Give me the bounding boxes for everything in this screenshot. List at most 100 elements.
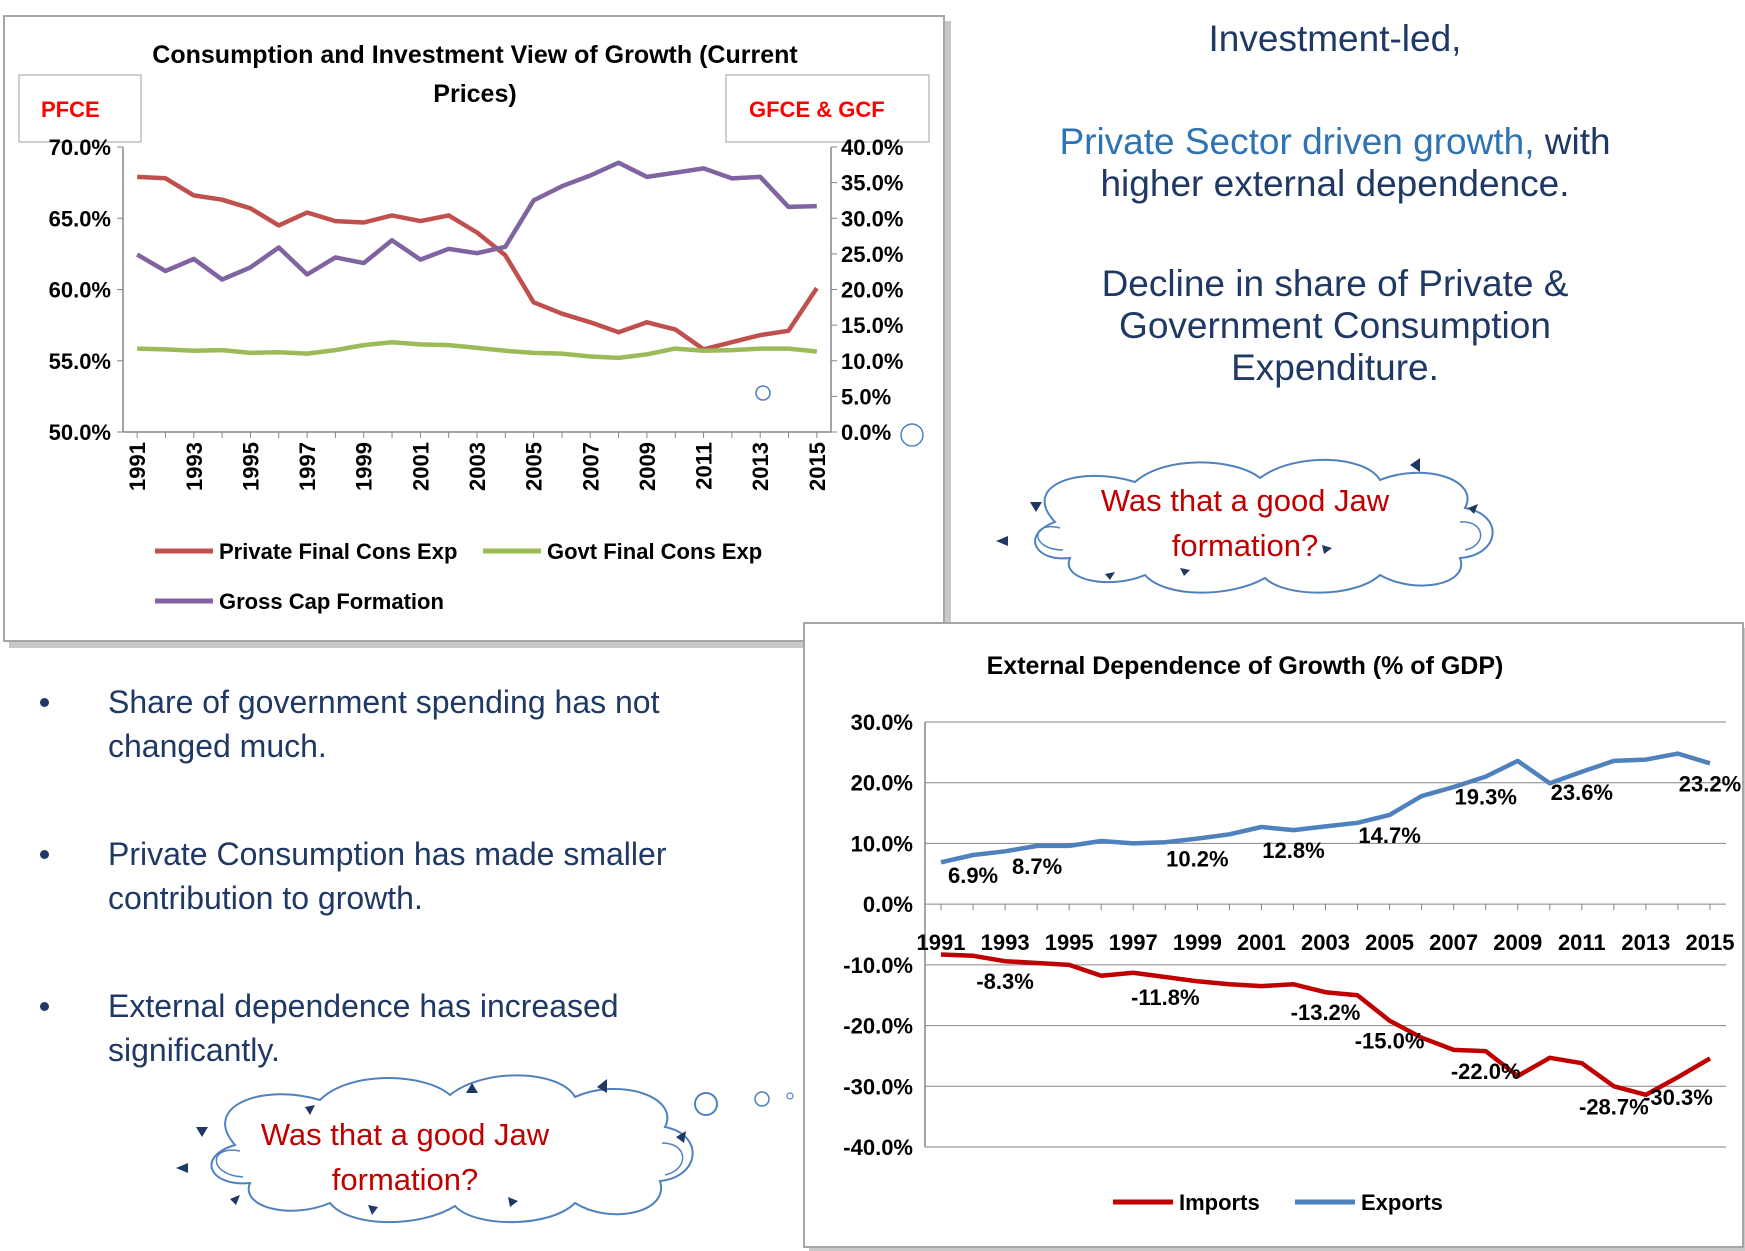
bullet-line: External dependence has increased [108, 988, 619, 1024]
y-tick-label: -30.0% [843, 1074, 913, 1099]
chart1-title-line1: Consumption and Investment View of Growt… [152, 41, 798, 69]
data-label: -22.0% [1451, 1059, 1521, 1084]
y-tick-label: -10.0% [843, 953, 913, 978]
left-y-tick-label: 70.0% [49, 135, 111, 160]
headline-private-sector: Private Sector driven growth, with [930, 121, 1740, 163]
legend-label: Exports [1361, 1190, 1443, 1215]
thought-cloud-top-line2: formation? [1171, 528, 1319, 563]
x-tick-label: 1993 [182, 442, 207, 491]
gfce-gcf-tag-box [725, 74, 930, 143]
bullet-line: Share of government spending has not [108, 684, 660, 720]
x-tick-label: 2003 [465, 442, 490, 491]
x-tick-label: 1999 [352, 442, 377, 491]
bullet-item: Share of government spending has not chan… [40, 680, 760, 768]
thought-cloud-top [996, 458, 1494, 594]
external-dependence-chart-panel: External Dependence of Growth (% of GDP)… [803, 622, 1744, 1248]
x-tick-label: 2011 [1558, 930, 1606, 955]
legend-label: Private Final Cons Exp [219, 539, 457, 564]
x-tick-label: 2009 [1493, 930, 1542, 955]
data-label: 23.6% [1551, 780, 1613, 805]
series-line-govt-final-cons-exp [137, 339, 818, 361]
x-tick-label: 1997 [1109, 930, 1158, 955]
bullet-line: contribution to growth. [108, 880, 423, 916]
series-line-exports [940, 751, 1711, 865]
bullet-list: Share of government spending has not chan… [40, 680, 760, 1136]
x-tick-label: 2013 [1621, 930, 1670, 955]
series-line-imports [940, 952, 1712, 1098]
data-label: -28.7% [1579, 1094, 1649, 1119]
x-tick-label: 2015 [1686, 930, 1735, 955]
x-tick-label: 2009 [635, 442, 660, 491]
y-tick-label: -20.0% [843, 1014, 913, 1039]
data-label: 6.9% [948, 863, 998, 888]
x-tick-label: 2011 [692, 442, 717, 490]
right-y-tick-label: 35.0% [841, 171, 903, 196]
data-label: 23.2% [1679, 771, 1741, 796]
y-tick-label: 30.0% [851, 710, 913, 735]
x-tick-label: 2005 [1365, 930, 1414, 955]
x-tick-label: 1991 [917, 930, 966, 955]
decor-bubble [755, 385, 771, 401]
data-label: 10.2% [1166, 847, 1228, 872]
x-tick-label: 1997 [295, 442, 320, 491]
y-tick-label: -40.0% [843, 1135, 913, 1160]
thought-cloud-bottom-text: Was that a good Jaw formation? [200, 1112, 610, 1202]
x-tick-label: 1995 [1045, 930, 1094, 955]
headline-decline-line1: Decline in share of Private & [1101, 263, 1569, 304]
x-tick-label: 1999 [1173, 930, 1222, 955]
chart2-title: External Dependence of Growth (% of GDP) [987, 652, 1504, 680]
headline-decline-line2: Government Consumption [1119, 305, 1551, 346]
consumption-investment-chart: Consumption and Investment View of Growt… [18, 41, 930, 614]
thought-cloud-top-line1: Was that a good Jaw [1100, 483, 1390, 518]
x-tick-label: 2003 [1301, 930, 1350, 955]
thought-bubbles-trail [694, 1091, 794, 1116]
y-tick-label: 0.0% [863, 892, 913, 917]
bullet-line: significantly. [108, 1032, 280, 1068]
right-y-tick-label: 10.0% [841, 349, 903, 374]
bullet-dot [40, 850, 49, 859]
bullet-line: Private Consumption has made smaller [108, 836, 667, 872]
data-label: -15.0% [1355, 1029, 1425, 1054]
series-line-private-final-cons-exp [137, 174, 819, 352]
chart1-title-line2: Prices) [433, 80, 516, 108]
left-y-tick-label: 65.0% [49, 206, 111, 231]
left-y-tick-label: 50.0% [49, 420, 111, 445]
legend-label: Gross Cap Formation [219, 589, 444, 614]
thought-cloud-bottom [176, 1074, 694, 1224]
series-line-gross-cap-formation [136, 160, 817, 282]
pfce-tag-box [18, 74, 142, 143]
x-tick-label: 2015 [805, 442, 830, 491]
decor-bubble [900, 423, 924, 447]
bullet-item: External dependence has increased signifi… [40, 984, 760, 1072]
bullet-dot [40, 698, 49, 707]
decor-bubble [786, 1092, 794, 1100]
y-tick-label: 10.0% [851, 831, 913, 856]
gfce-gcf-axis-tag: GFCE & GCF [749, 97, 885, 122]
x-tick-label: 2005 [522, 442, 547, 491]
data-label: -11.8% [1131, 985, 1200, 1010]
headline-external-dependence: higher external dependence. [1100, 163, 1570, 204]
headline-private-sector-highlight: Private Sector driven growth, [1059, 121, 1535, 162]
pfce-axis-tag: PFCE [41, 97, 100, 122]
x-tick-label: 1991 [125, 442, 150, 491]
legend-label: Govt Final Cons Exp [547, 539, 762, 564]
data-label: 14.7% [1358, 823, 1420, 848]
x-tick-label: 2001 [1237, 930, 1286, 955]
x-tick-label: 2007 [578, 442, 603, 491]
headline-decline-line3: Expenditure. [1231, 347, 1439, 388]
y-tick-label: 20.0% [851, 771, 913, 796]
right-y-tick-label: 5.0% [841, 384, 891, 409]
right-y-tick-label: 0.0% [841, 420, 891, 445]
headline-with: with [1534, 121, 1611, 162]
right-y-tick-label: 15.0% [841, 313, 903, 338]
thought-cloud-top-text: Was that a good Jaw formation? [1040, 478, 1450, 568]
thought-cloud-bottom-line2: formation? [331, 1162, 479, 1197]
decor-bubble [754, 1091, 770, 1107]
right-y-tick-label: 40.0% [841, 135, 903, 160]
bullet-line: changed much. [108, 728, 327, 764]
legend-label: Imports [1179, 1190, 1260, 1215]
decor-bubble [694, 1092, 718, 1116]
x-tick-label: 2007 [1429, 930, 1478, 955]
x-tick-label: 1993 [981, 930, 1030, 955]
data-label: 19.3% [1455, 785, 1517, 810]
